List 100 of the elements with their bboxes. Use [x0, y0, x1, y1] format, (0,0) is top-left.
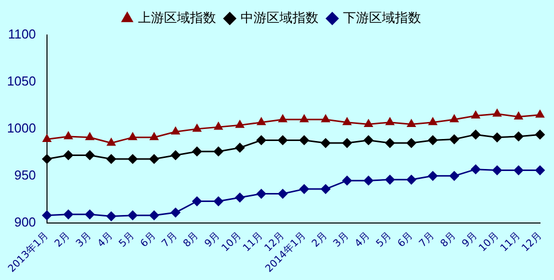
point [536, 110, 544, 118]
x-tick-label: 7月 [160, 230, 180, 250]
x-tick-label: 9月 [460, 230, 480, 250]
point [192, 124, 202, 132]
x-tick-label: 7月 [417, 230, 437, 250]
point [385, 174, 395, 184]
point [236, 120, 244, 128]
point [299, 135, 309, 145]
point [106, 212, 116, 222]
y-tick-label: 1000 [7, 120, 36, 136]
x-tick-label: 2月 [52, 230, 72, 250]
point [320, 184, 330, 194]
point [428, 171, 438, 181]
point [150, 132, 158, 140]
x-tick-label: 3月 [74, 230, 94, 250]
x-tick-label: 9月 [203, 230, 222, 250]
x-tick-label: 12月 [520, 230, 544, 254]
point [257, 118, 266, 126]
point [170, 208, 180, 218]
point [64, 210, 74, 220]
y-tick-label: 900 [14, 214, 36, 230]
point [170, 150, 180, 160]
point [299, 184, 309, 194]
point [64, 150, 74, 160]
point [256, 135, 266, 145]
point [470, 130, 480, 140]
point [514, 112, 523, 120]
point [149, 154, 159, 164]
point [450, 114, 458, 122]
point [342, 138, 352, 148]
x-tick-label: 6月 [138, 230, 158, 250]
point [364, 135, 374, 145]
legend-label: 上游区域指数 [138, 10, 216, 26]
point [406, 138, 416, 148]
point [235, 192, 245, 202]
point [214, 146, 224, 156]
point [86, 132, 94, 140]
point [364, 176, 374, 186]
point [470, 164, 480, 174]
point [107, 138, 116, 146]
y-tick-label: 950 [14, 167, 36, 182]
point [171, 127, 180, 135]
point [535, 166, 545, 176]
point [300, 114, 308, 122]
point [471, 111, 480, 119]
y-tick-label: 1100 [8, 26, 36, 42]
point [85, 150, 95, 160]
point [342, 118, 352, 126]
point [128, 132, 137, 140]
point [149, 210, 159, 220]
x-tick-label: 4月 [353, 230, 372, 250]
point [321, 114, 330, 122]
point [386, 118, 394, 126]
point [278, 114, 287, 122]
point [214, 122, 223, 130]
point [278, 189, 288, 199]
point [128, 154, 138, 164]
point [492, 166, 502, 176]
point [85, 210, 95, 220]
point [42, 154, 52, 164]
x-tick-label: 6月 [396, 230, 416, 250]
point [128, 210, 138, 220]
point [106, 154, 116, 164]
x-tick-label: 10月 [477, 230, 502, 254]
point [428, 135, 438, 145]
x-tick-label: 10月 [220, 230, 244, 254]
point [64, 132, 73, 140]
x-tick-label: 8月 [182, 230, 201, 250]
point [256, 189, 266, 199]
point [492, 132, 502, 142]
point [535, 130, 545, 140]
point [449, 134, 459, 144]
y-tick-label: 1050 [7, 74, 36, 89]
legend-label: 中游区域指数 [240, 10, 318, 26]
point [42, 210, 52, 220]
point [278, 135, 288, 145]
x-tick-label: 11月 [241, 230, 266, 254]
point [449, 171, 459, 181]
point [514, 132, 524, 142]
x-tick-label: 2月 [310, 230, 330, 250]
point [492, 109, 502, 117]
point [385, 138, 395, 148]
point [192, 196, 202, 206]
point [428, 118, 438, 126]
point [192, 146, 202, 156]
point [364, 119, 373, 127]
x-tick-label: 3月 [332, 230, 352, 250]
point [235, 142, 245, 152]
x-tick-label: 8月 [438, 230, 458, 250]
point [320, 138, 330, 148]
legend-label: 下游区域指数 [342, 10, 421, 26]
point [406, 174, 416, 184]
x-tick-label: 5月 [374, 230, 394, 250]
point [342, 176, 352, 186]
x-tick-label: 11月 [498, 230, 523, 254]
point [42, 134, 52, 142]
x-tick-label: 5月 [117, 230, 137, 250]
point [407, 119, 416, 127]
point [514, 166, 524, 176]
x-tick-label: 4月 [96, 230, 116, 250]
